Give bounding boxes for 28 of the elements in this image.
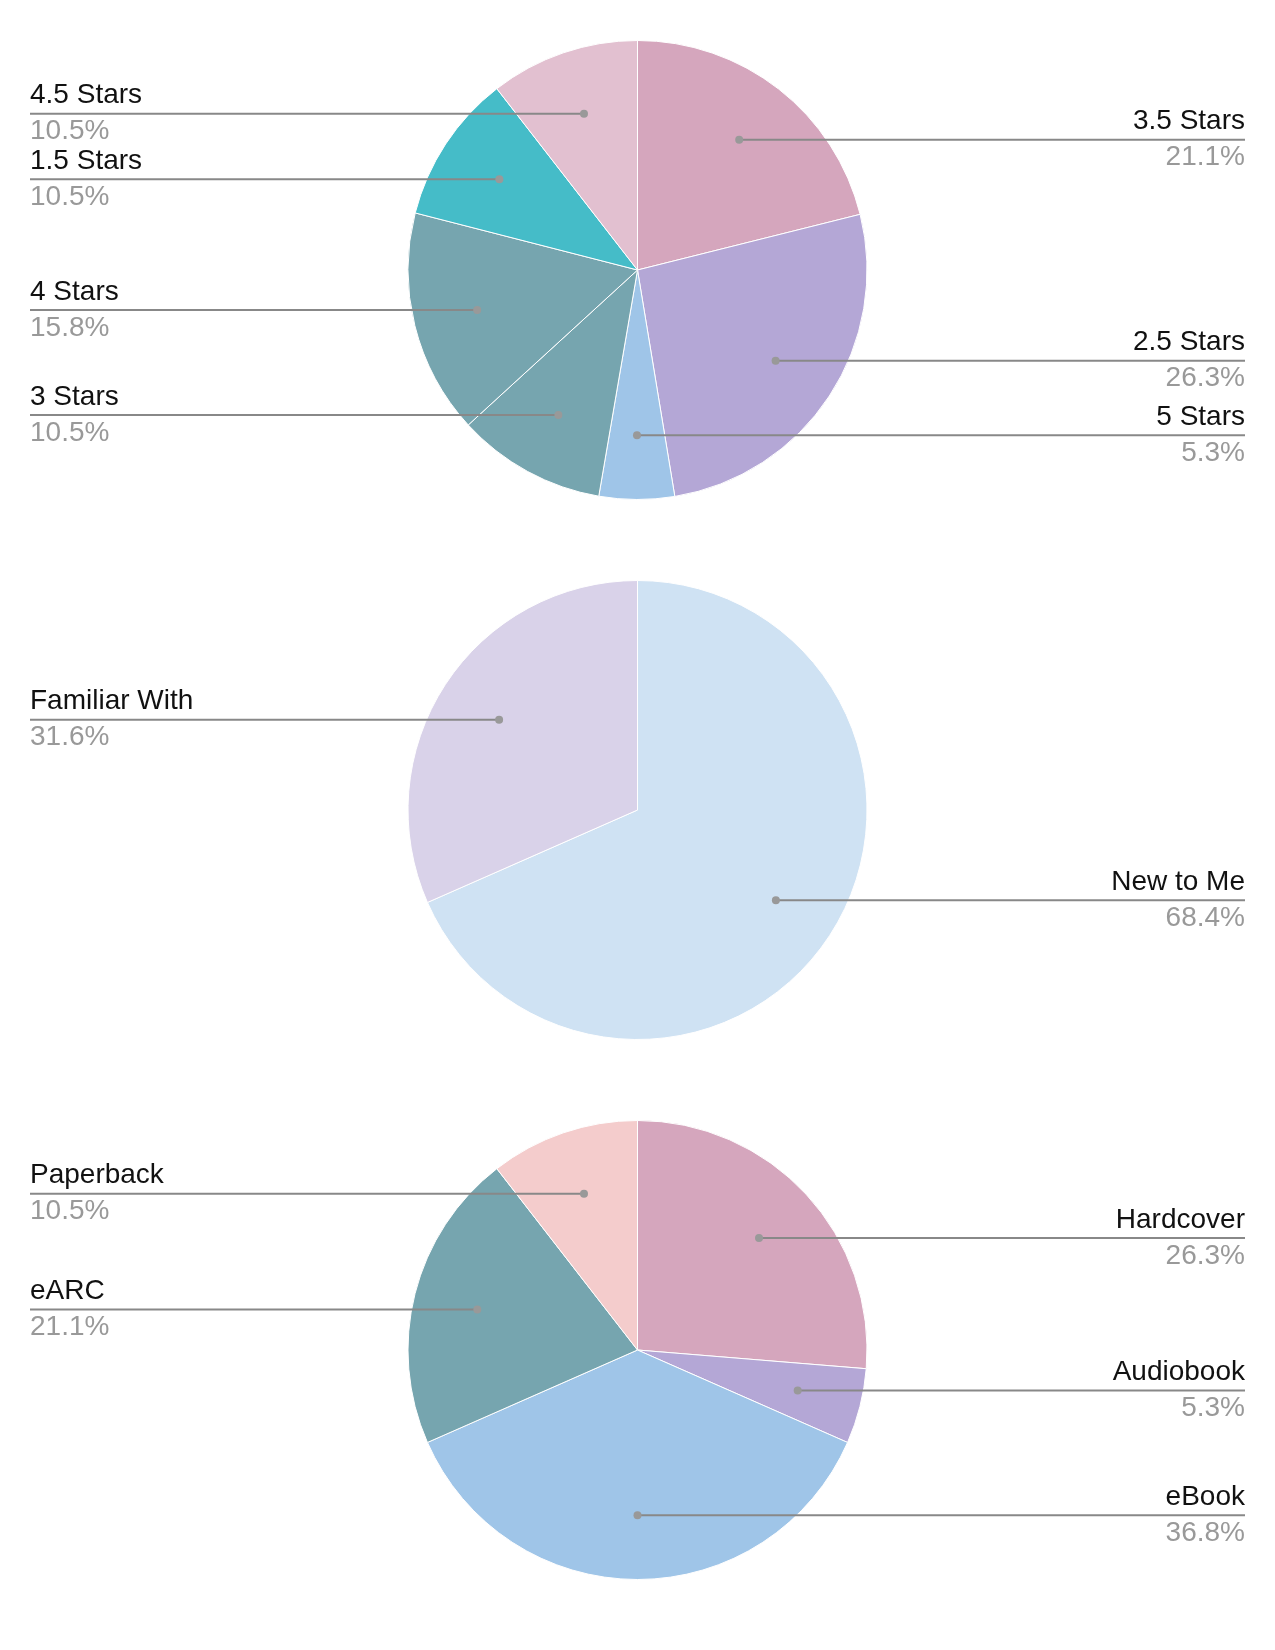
slice-label: 3 Stars — [30, 379, 119, 411]
slice-label: New to Me — [1111, 865, 1245, 896]
data-label: 26.3% — [1165, 361, 1245, 393]
slice-label: 3.5 Stars — [1132, 104, 1245, 136]
data-label: 5.3% — [1181, 1391, 1245, 1423]
slice-label: Hardcover — [1115, 1202, 1245, 1234]
slice-label: Familiar With — [30, 684, 194, 716]
data-label: 10.5% — [30, 180, 110, 211]
data-label: 21.1% — [30, 1310, 110, 1342]
data-label: 15.8% — [30, 310, 110, 342]
data-label: 26.3% — [1165, 1238, 1245, 1270]
data-label: 36.8% — [1165, 1515, 1245, 1547]
slice-label: Audiobook — [1112, 1355, 1246, 1387]
data-label: 10.5% — [30, 415, 110, 447]
slice-label: 4 Stars — [30, 274, 119, 306]
data-label: 21.1% — [1165, 140, 1245, 172]
slice-label: 1.5 Stars — [30, 144, 143, 175]
data-label: 10.5% — [30, 1194, 110, 1226]
slice-label: eARC — [30, 1274, 105, 1306]
data-label: 31.6% — [30, 720, 110, 752]
slice-label: 4.5 Stars — [30, 78, 143, 110]
data-label: 10.5% — [30, 114, 110, 146]
data-label: 5.3% — [1181, 435, 1245, 467]
slice-label: 2.5 Stars — [1132, 325, 1245, 357]
slice-label: 5 Stars — [1156, 399, 1245, 431]
data-label: 68.4% — [1165, 901, 1245, 932]
slice-label: eBook — [1165, 1479, 1246, 1511]
slice-label: Paperback — [30, 1158, 165, 1190]
